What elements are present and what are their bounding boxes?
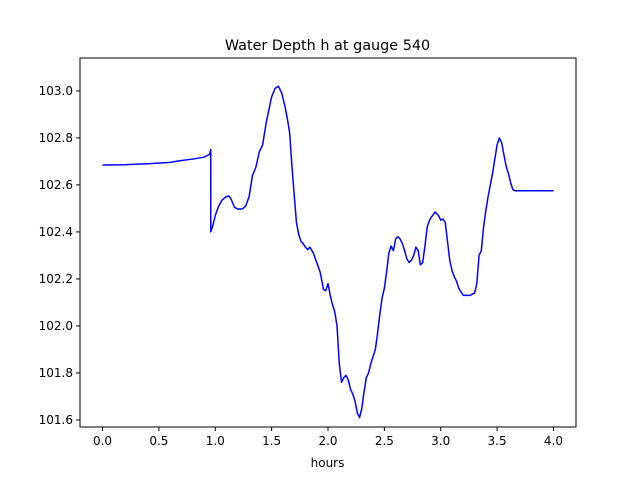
x-tick-label: 1.0 [206, 434, 225, 448]
x-axis-label: hours [311, 456, 345, 470]
x-tick-label: 2.5 [375, 434, 394, 448]
y-axis: 101.6 101.8 102.0 102.2 102.4 102.6 102.8 103.0 [39, 84, 80, 427]
y-tick-label: 102.4 [39, 225, 73, 239]
y-tick-label: 103.0 [39, 84, 73, 98]
series-line-0 [102, 85, 554, 419]
y-tick-label: 101.8 [39, 366, 73, 380]
x-axis: 0.0 0.5 1.0 1.5 2.0 2.5 3.0 3.5 4.0 [93, 427, 563, 448]
x-tick-label: 2.0 [318, 434, 337, 448]
y-tick-label: 102.2 [39, 272, 73, 286]
y-tick-label: 102.6 [39, 178, 73, 192]
y-tick-label: 101.6 [39, 413, 73, 427]
x-tick-label: 0.5 [149, 434, 168, 448]
x-tick-label: 0.0 [93, 434, 112, 448]
y-tick-label: 102.8 [39, 131, 73, 145]
y-tick-label: 102.0 [39, 319, 73, 333]
x-tick-label: 3.5 [488, 434, 507, 448]
x-tick-label: 4.0 [544, 434, 563, 448]
x-tick-label: 1.5 [262, 434, 281, 448]
chart-title: Water Depth h at gauge 540 [225, 38, 430, 54]
plot-area [79, 57, 577, 428]
axes-frame [79, 57, 577, 428]
x-tick-label: 3.0 [431, 434, 450, 448]
